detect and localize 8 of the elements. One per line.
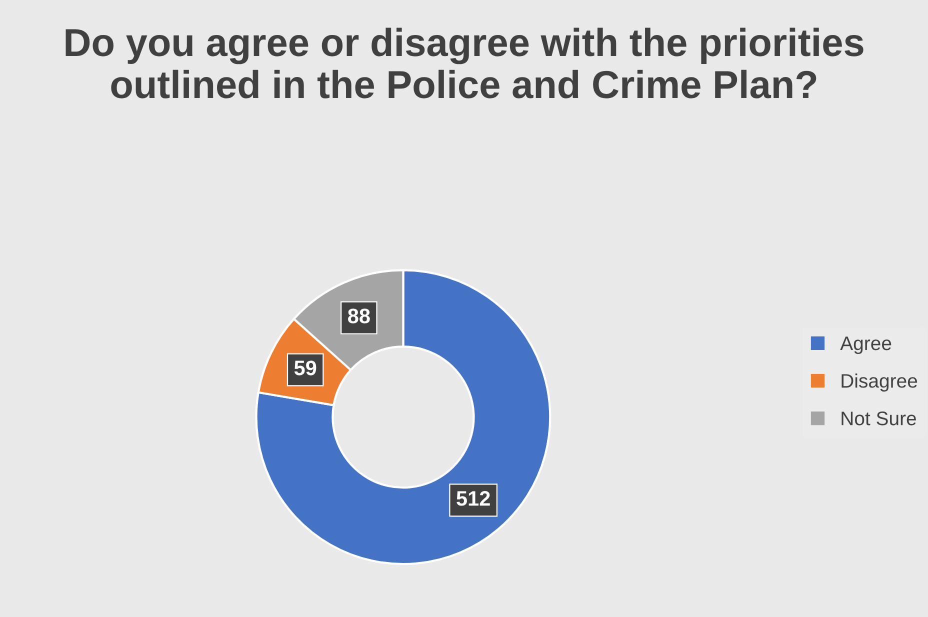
- legend-label: Not Sure: [842, 412, 916, 426]
- data-label: 512: [456, 491, 490, 506]
- data-label: 88: [348, 308, 370, 324]
- donut-slice: [255, 269, 552, 566]
- legend-label: Agree: [840, 336, 892, 354]
- chart-title: Do you agree or disagree with the priorities outlined in the Police and Crime Plan?: [66, 28, 864, 98]
- legend-label: Disagree: [842, 373, 918, 392]
- data-label: 59: [294, 360, 316, 376]
